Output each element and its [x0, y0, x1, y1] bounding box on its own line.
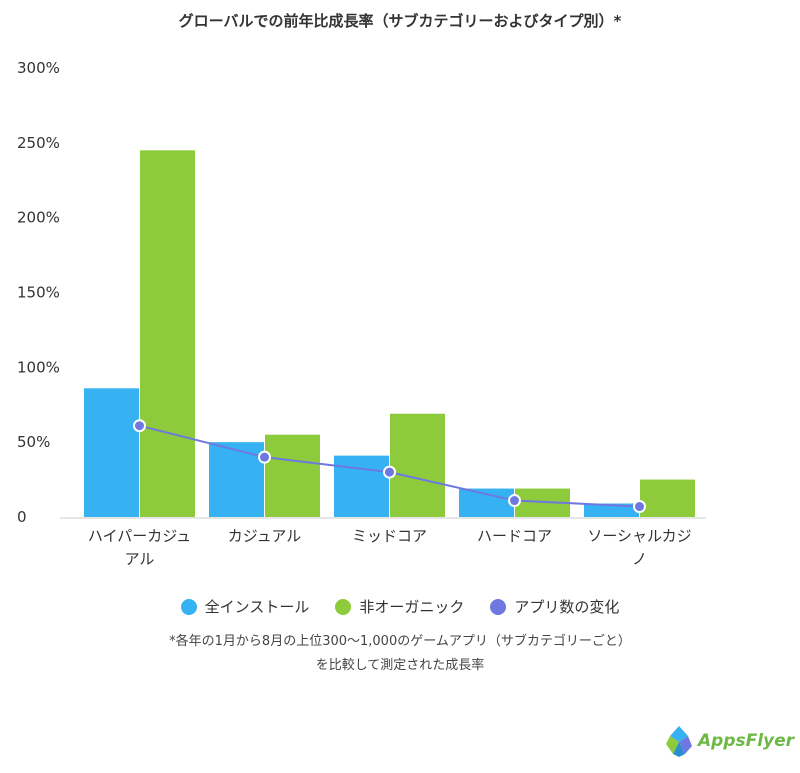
legend-item-non-organic: 非オーガニック [335, 596, 464, 617]
line-point [258, 450, 271, 464]
legend-label-app-count: アプリ数の変化 [514, 598, 620, 616]
y-tick-label: 300% [17, 59, 60, 77]
chart-legend: 全インストール 非オーガニック アプリ数の変化 [0, 596, 800, 617]
x-tick-label: ハードコア [477, 527, 552, 545]
appsflyer-logo-icon [666, 726, 692, 757]
legend-item-all-installs: 全インストール [180, 596, 310, 617]
line-point [383, 465, 396, 479]
legend-swatch-non-organic [335, 598, 352, 615]
bar [390, 413, 445, 517]
x-tick-label: ミッドコア [352, 527, 427, 545]
line-point [133, 419, 146, 433]
y-tick-label: 250% [17, 134, 60, 152]
x-tick-label: アル [125, 550, 155, 568]
y-tick-label: 100% [17, 358, 60, 376]
line-point [508, 494, 521, 508]
bar [265, 434, 320, 517]
x-tick-label: カジュアル [228, 527, 302, 545]
footnote-line-2: を比較して測定された成長率 [315, 658, 485, 673]
x-tick-label: ソーシャルカジ [587, 527, 691, 545]
y-tick-label: 0 [17, 508, 27, 526]
bar [140, 150, 195, 518]
legend-swatch-app-count [490, 598, 507, 615]
legend-label-all-installs: 全インストール [204, 598, 310, 616]
x-tick-label: ノ [632, 550, 647, 568]
bar [209, 442, 264, 517]
y-tick-label: 50% [17, 433, 50, 451]
y-tick-label: 150% [17, 284, 60, 302]
legend-item-app-count: アプリ数の変化 [490, 596, 619, 617]
chart-title: グローバルでの前年比成長率（サブカテゴリーおよびタイプ別）* [178, 12, 622, 30]
appsflyer-logo-text: AppsFlyer [698, 731, 795, 751]
bar [84, 388, 139, 517]
line-point [633, 500, 646, 514]
legend-swatch-all-installs [180, 598, 197, 615]
footnote-line-1: *各年の1月から8月の上位300〜1,000のゲームアプリ（サブカテゴリーごと） [169, 634, 631, 649]
legend-label-non-organic: 非オーガニック [359, 598, 465, 616]
bar [584, 503, 639, 517]
bar [640, 479, 695, 517]
footnote: *各年の1月から8月の上位300〜1,000のゲームアプリ（サブカテゴリーごと）… [0, 630, 800, 678]
y-tick-label: 200% [17, 209, 60, 227]
appsflyer-logo: AppsFlyer [664, 724, 794, 758]
bar [459, 488, 514, 517]
bar [334, 455, 389, 517]
x-tick-label: ハイパーカジュ [88, 527, 191, 545]
